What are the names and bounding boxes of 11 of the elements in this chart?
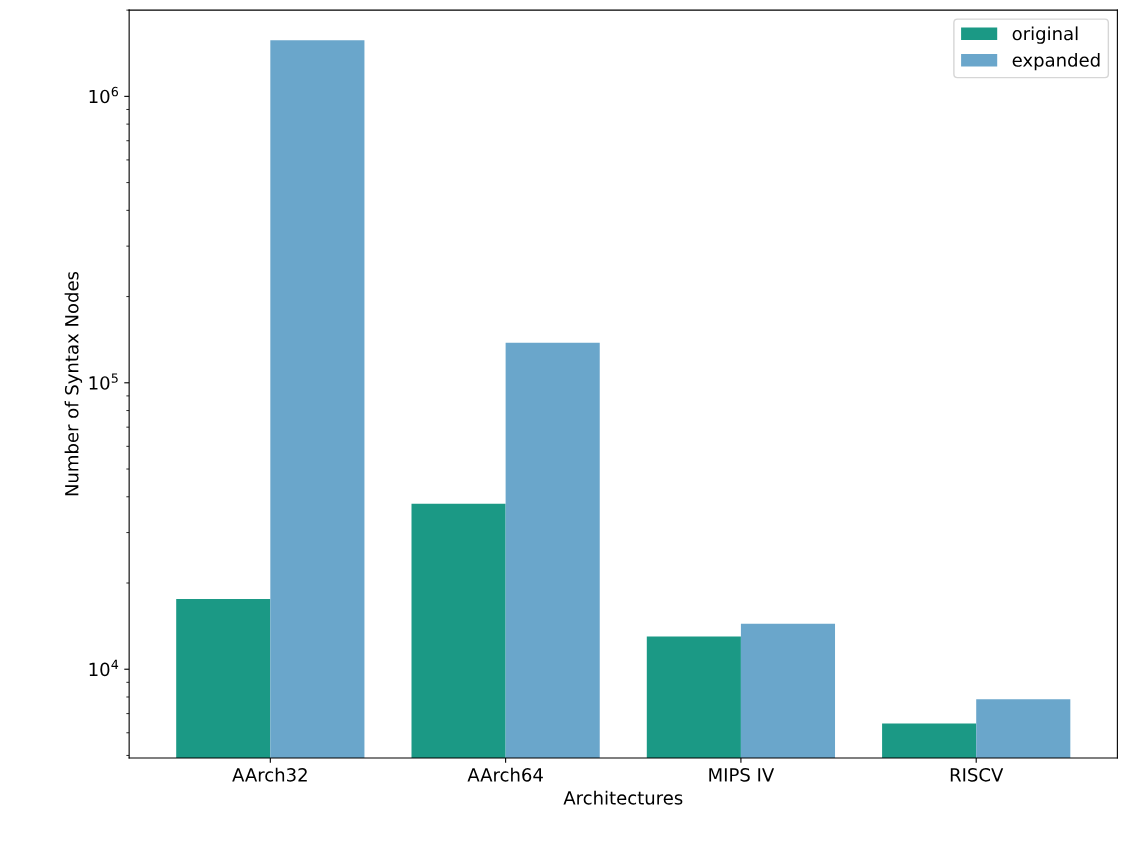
- y-tick-label: 10$^{6}$: [89, 86, 119, 104]
- x-tick-label: AArch64: [467, 767, 543, 782]
- legend-label: original: [1012, 26, 1078, 44]
- x-tick-label: MIPS IV: [709, 768, 775, 782]
- y-tick-label: 10$^{5}$: [89, 373, 118, 390]
- y-tick-label: 10$^{4}$: [89, 659, 119, 677]
- x-tick-label: AArch32: [232, 767, 307, 782]
- x-axis-title: Architectures: [563, 790, 683, 805]
- legend-label: expanded: [1012, 52, 1100, 71]
- y-axis-title: Number of Syntax Nodes: [64, 271, 83, 496]
- x-tick-label: RISCV: [950, 768, 1004, 782]
